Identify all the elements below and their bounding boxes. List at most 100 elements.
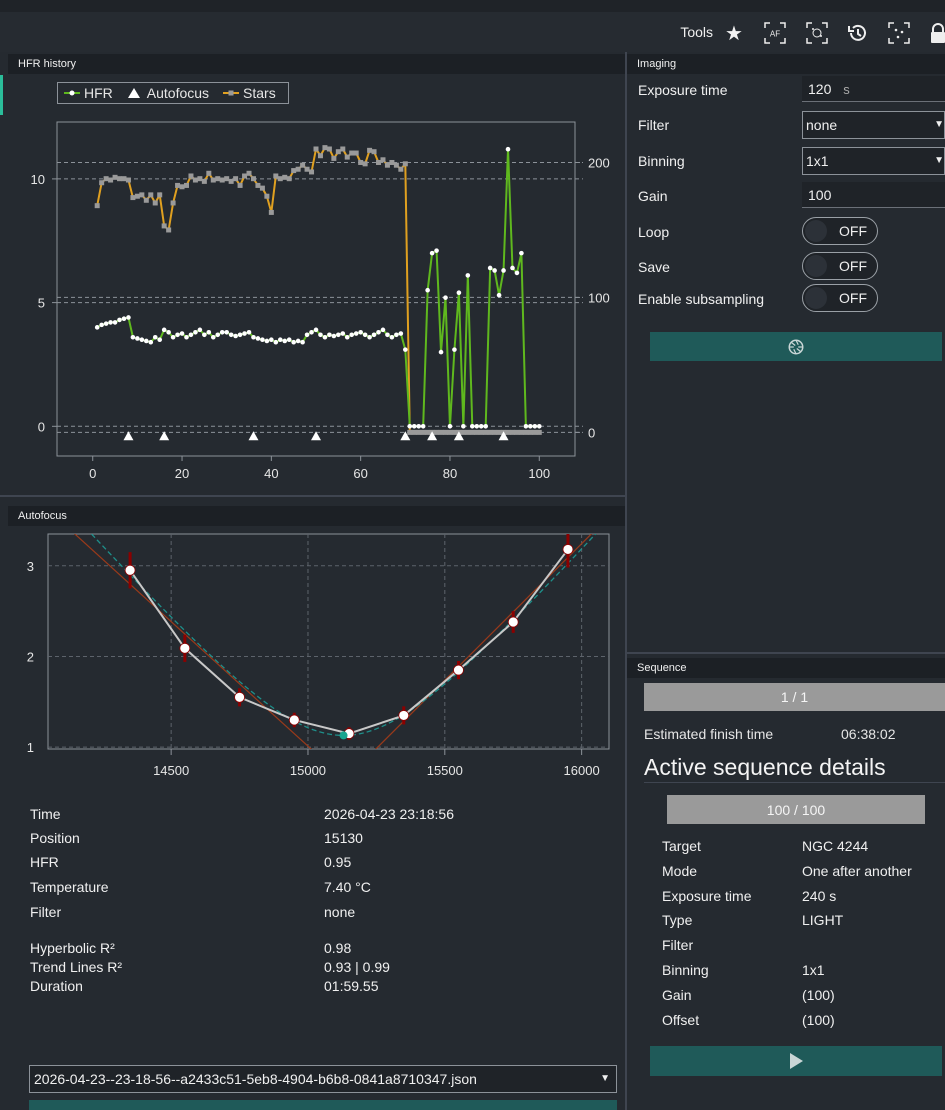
hfr-point — [496, 292, 502, 298]
stars-point — [483, 429, 489, 435]
lock-icon[interactable] — [925, 20, 945, 46]
stars-point — [246, 170, 252, 176]
stars-point — [291, 168, 297, 174]
af-action-button[interactable] — [29, 1100, 617, 1110]
save-toggle[interactable]: OFF — [802, 252, 878, 280]
stars-point — [438, 429, 444, 435]
stars-point — [447, 429, 453, 435]
stars-point — [518, 429, 524, 435]
hfr-point — [336, 332, 341, 338]
stars-point — [304, 166, 310, 172]
hfr-point — [108, 320, 113, 325]
hfr-point — [380, 327, 386, 333]
legend-stars: Stars — [223, 85, 276, 101]
autofocus-header: Autofocus — [8, 506, 625, 526]
autofocus-icon[interactable]: AF — [762, 20, 788, 46]
capture-button[interactable] — [650, 332, 942, 361]
subsampling-toggle[interactable]: OFF — [802, 284, 878, 312]
stars-point — [527, 429, 533, 435]
hfr-point — [273, 339, 279, 345]
stars-point — [411, 429, 417, 435]
stars-point — [273, 173, 279, 179]
hfr-point — [295, 338, 301, 344]
window-top-bar — [0, 0, 945, 12]
loop-toggle[interactable]: OFF — [802, 217, 878, 245]
af-point — [234, 691, 245, 703]
hfr-point — [215, 332, 221, 338]
stars-point — [344, 154, 350, 160]
autofocus-chart: 14500 15000 15500 16000 1 2 3 — [27, 533, 610, 778]
star-icon[interactable]: ★ — [725, 22, 743, 45]
hfr-point — [385, 332, 390, 338]
hfr-history-header: HFR history — [8, 54, 625, 74]
hfr-point — [197, 327, 203, 333]
seq-binning-value: 1x1 — [802, 962, 825, 978]
history-icon[interactable] — [845, 20, 871, 46]
imaging-gain-label: Gain — [638, 188, 668, 204]
sparkle-icon[interactable] — [886, 20, 912, 46]
hfr-point — [420, 424, 426, 429]
stars-point — [331, 155, 337, 161]
y2-tick-label: 200 — [588, 155, 610, 170]
af-time-value: 2026-04-23 23:18:56 — [324, 806, 454, 822]
hfr-point — [443, 295, 448, 300]
hfr-point — [505, 146, 511, 152]
af-point — [179, 642, 191, 654]
hfr-point — [175, 332, 180, 338]
y2-tick-label: 100 — [588, 290, 610, 305]
imaging-loop-label: Loop — [638, 224, 670, 240]
stars-point — [487, 429, 493, 435]
hfr-point — [461, 424, 466, 429]
imaging-binning-label: Binning — [638, 153, 685, 169]
hfr-point — [233, 333, 238, 339]
hfr-point — [228, 332, 234, 338]
estimated-finish-value: 06:38:02 — [841, 726, 896, 742]
autofocus-marker — [248, 431, 259, 441]
vertical-divider — [625, 52, 627, 1110]
af-position-value: 15130 — [324, 830, 363, 846]
af-duration-value: 01:59.55 — [324, 978, 379, 994]
stars-point — [465, 429, 471, 435]
hfr-point — [202, 332, 207, 338]
hfr-point — [103, 321, 109, 326]
stars-point — [514, 429, 520, 435]
stars-point — [125, 177, 131, 183]
hfr-point — [264, 338, 270, 344]
gain-input[interactable]: 100 — [802, 182, 945, 208]
hfr-point — [313, 327, 319, 333]
hfr-point — [407, 424, 413, 429]
af-file-select[interactable]: 2026-04-23--23-18-56--a2433c51-5eb8-4904… — [29, 1065, 617, 1093]
stars-point — [335, 149, 341, 155]
stars-point — [228, 178, 234, 184]
af-data-line — [129, 548, 569, 735]
stars-point — [389, 159, 395, 165]
imaging-header: Imaging — [627, 54, 945, 74]
stars-point — [250, 176, 256, 182]
hfr-point — [246, 329, 252, 335]
af-filter-label: Filter — [30, 904, 62, 920]
stars-point — [184, 182, 189, 188]
af-x-tick-label: 14500 — [153, 763, 189, 778]
stars-point — [255, 182, 261, 188]
stars-point — [242, 173, 248, 179]
seq-offset-value: (100) — [802, 1012, 835, 1028]
stars-point — [492, 429, 498, 435]
stars-point — [259, 185, 265, 191]
af-y-tick-label: 1 — [27, 740, 34, 755]
hfr-point — [327, 332, 332, 338]
hfr-point — [318, 332, 323, 338]
filter-select[interactable]: none ▼ — [802, 111, 945, 139]
stars-point — [309, 169, 315, 175]
stars-point — [215, 176, 221, 182]
start-sequence-button[interactable] — [650, 1046, 942, 1076]
star-detect-icon[interactable] — [804, 20, 830, 46]
stars-point — [425, 429, 431, 435]
autofocus-marker — [159, 431, 170, 441]
chevron-down-icon: ▼ — [934, 119, 944, 130]
exposure-time-input[interactable]: 120 s — [802, 76, 945, 102]
stars-point — [206, 170, 212, 176]
hfr-point — [425, 287, 430, 293]
binning-select[interactable]: 1x1 ▼ — [802, 147, 945, 175]
hfr-point — [528, 424, 533, 429]
hfr-point — [416, 424, 422, 429]
